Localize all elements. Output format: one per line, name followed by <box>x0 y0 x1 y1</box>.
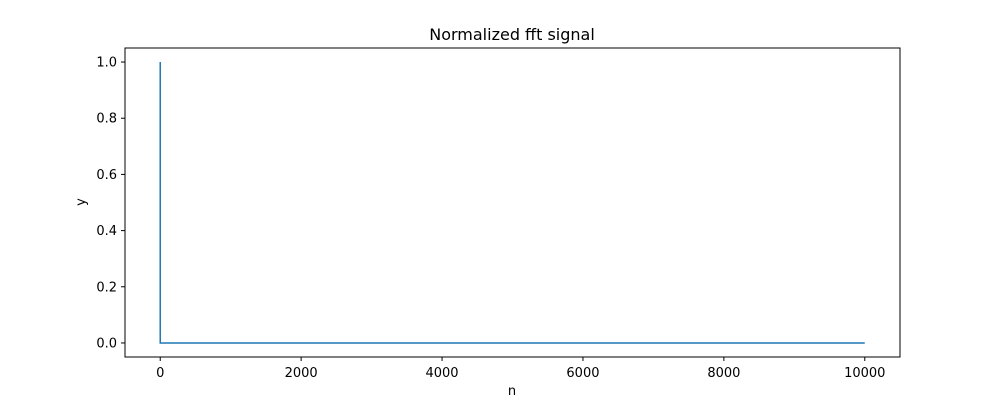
y-tick-label: 1.0 <box>96 56 117 71</box>
plot-frame <box>124 47 901 358</box>
x-tick-label: 2000 <box>285 366 318 381</box>
chart-title: Normalized fft signal <box>429 25 595 44</box>
y-tick-label: 0.2 <box>96 280 117 295</box>
y-axis: 0.0 0.2 0.4 0.6 0.8 1.0 <box>96 56 125 351</box>
series-line <box>159 62 865 344</box>
x-tick-label: 10000 <box>844 366 885 381</box>
y-axis-label: y <box>74 198 89 206</box>
plot-area <box>159 62 865 344</box>
x-tick-label: 6000 <box>566 366 599 381</box>
y-tick-label: 0.0 <box>96 336 117 351</box>
x-tick-label: 4000 <box>425 366 458 381</box>
x-tick-label: 0 <box>156 366 164 381</box>
y-tick-label: 0.6 <box>96 168 117 183</box>
x-axis: 0 2000 4000 6000 8000 10000 <box>156 357 885 381</box>
x-tick-label: 8000 <box>707 366 740 381</box>
x-axis-label: n <box>508 384 516 399</box>
y-tick-label: 0.8 <box>96 112 117 127</box>
y-tick-label: 0.4 <box>96 224 117 239</box>
